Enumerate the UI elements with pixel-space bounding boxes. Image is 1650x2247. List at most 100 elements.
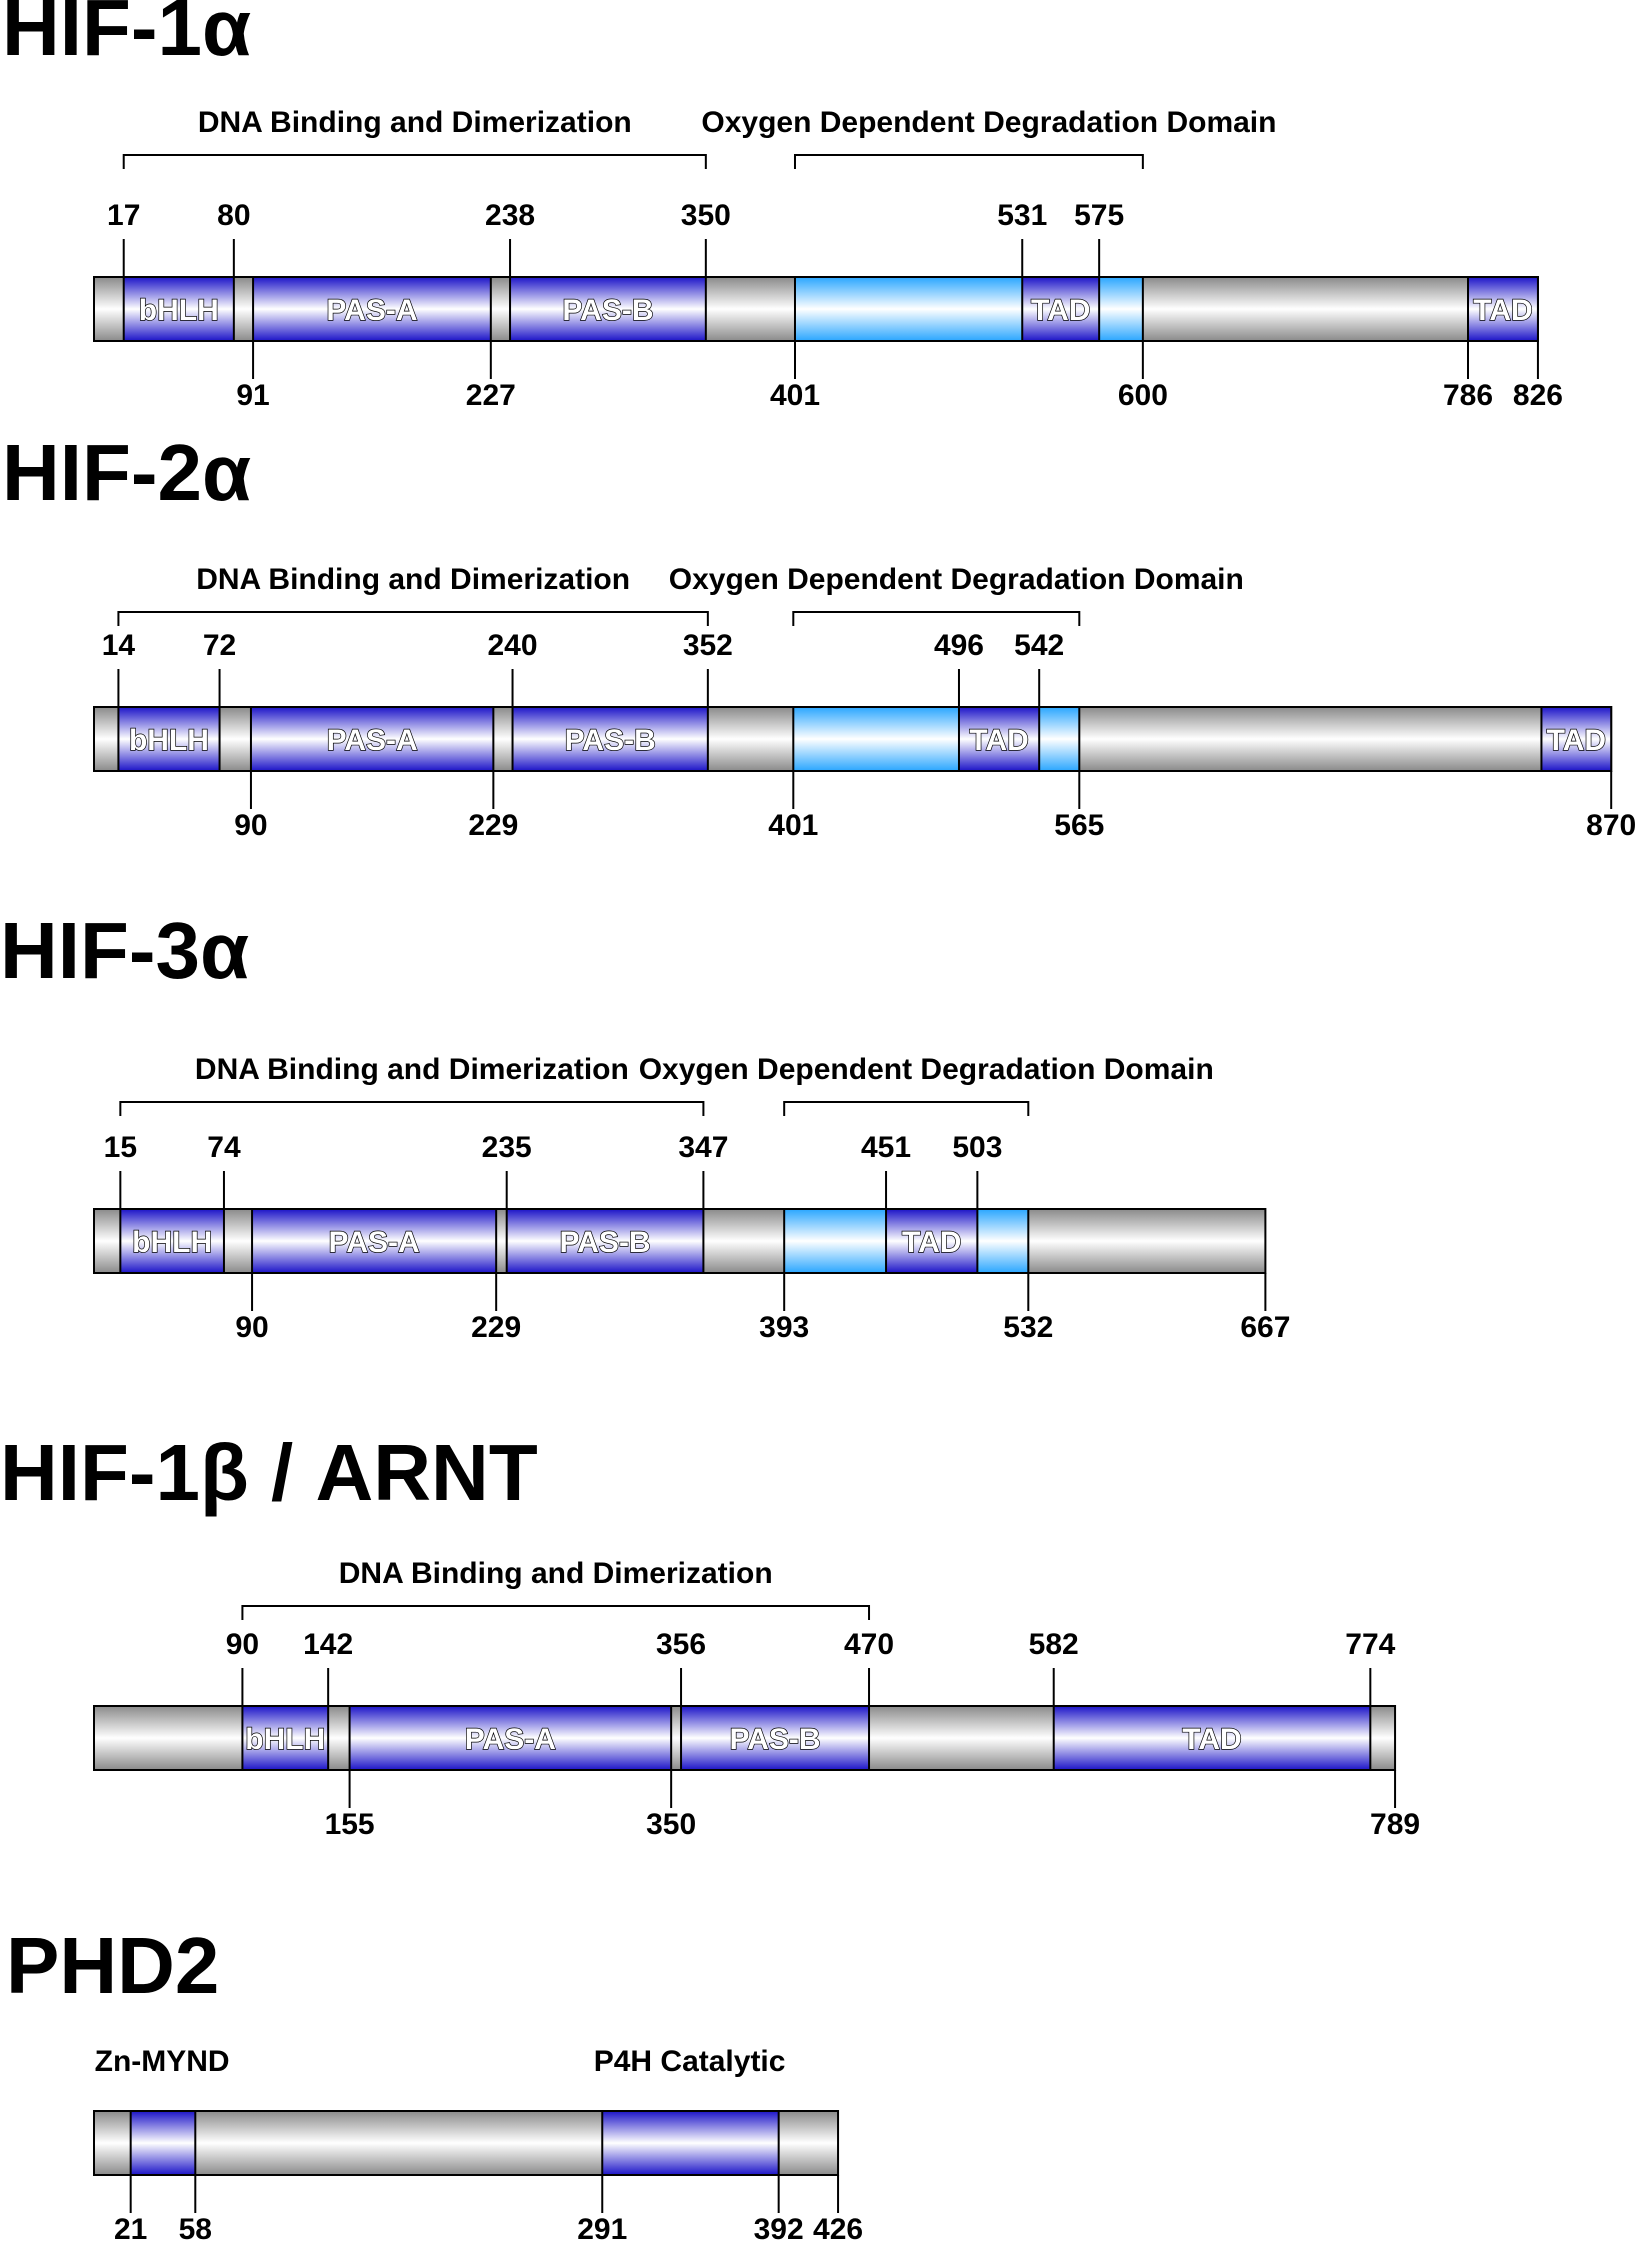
domain-label: bHLH bbox=[139, 294, 219, 327]
protein-0: HIF-1α DNA Binding and Dimerization Oxygen… bbox=[2, 0, 1563, 412]
domain-block bbox=[117, 706, 221, 772]
position-label: 58 bbox=[179, 2213, 212, 2246]
position-label: 503 bbox=[952, 1131, 1002, 1164]
position-label: 350 bbox=[681, 199, 731, 232]
region-label: DNA Binding and Dimerization bbox=[339, 1557, 773, 1590]
position-label: 155 bbox=[325, 1808, 375, 1841]
region-label: Oxygen Dependent Degradation Domain bbox=[639, 1053, 1214, 1086]
position-label: 17 bbox=[107, 199, 140, 232]
domain-label: PAS-B bbox=[565, 724, 656, 757]
domain-label: TAD bbox=[902, 1226, 961, 1259]
position-label: 350 bbox=[646, 1808, 696, 1841]
position-label: 356 bbox=[656, 1628, 706, 1661]
position-label: 582 bbox=[1029, 1628, 1079, 1661]
domain-block bbox=[1540, 706, 1613, 772]
domain-block bbox=[885, 1208, 979, 1274]
position-label: 235 bbox=[482, 1131, 532, 1164]
position-label: 532 bbox=[1003, 1311, 1053, 1344]
domain-block bbox=[252, 276, 492, 342]
domain-block bbox=[249, 706, 495, 772]
position-label: 870 bbox=[1586, 809, 1636, 842]
domain-block bbox=[1052, 1705, 1372, 1771]
domain-block bbox=[241, 1705, 330, 1771]
protein-3: HIF-1β / ARNT DNA Binding and Dimerizatio… bbox=[0, 1428, 1420, 1841]
position-label: 238 bbox=[485, 199, 535, 232]
region-bracket bbox=[793, 154, 1144, 169]
domain-block bbox=[1467, 276, 1539, 342]
position-label: 496 bbox=[934, 629, 984, 662]
position-label: 21 bbox=[114, 2213, 147, 2246]
domain-block bbox=[1021, 276, 1101, 342]
position-label: 352 bbox=[683, 629, 733, 662]
position-label: 667 bbox=[1240, 1311, 1290, 1344]
region-bracket bbox=[119, 1101, 705, 1116]
domain-title: Zn-MYND bbox=[95, 2045, 230, 2078]
domain-label: TAD bbox=[969, 724, 1028, 757]
protein-2: HIF-3α DNA Binding and Dimerization Oxygen… bbox=[0, 906, 1290, 1344]
domain-block bbox=[122, 276, 235, 342]
region-label: Oxygen Dependent Degradation Domain bbox=[669, 563, 1244, 596]
domain-label: PAS-A bbox=[327, 724, 418, 757]
position-label: 15 bbox=[104, 1131, 137, 1164]
domain-label: bHLH bbox=[245, 1723, 325, 1756]
position-label: 426 bbox=[813, 2213, 863, 2246]
domain-label: PAS-A bbox=[465, 1723, 556, 1756]
domain-block bbox=[251, 1208, 498, 1274]
domain-block bbox=[505, 1208, 705, 1274]
position-label: 90 bbox=[235, 1311, 268, 1344]
region-bracket bbox=[792, 611, 1081, 626]
region-label: Oxygen Dependent Degradation Domain bbox=[701, 106, 1276, 139]
position-label: 542 bbox=[1014, 629, 1064, 662]
position-label: 90 bbox=[226, 1628, 259, 1661]
region-label: DNA Binding and Dimerization bbox=[198, 106, 632, 139]
position-label: 72 bbox=[203, 629, 236, 662]
position-label: 80 bbox=[217, 199, 250, 232]
position-label: 401 bbox=[770, 379, 820, 412]
position-label: 14 bbox=[102, 629, 136, 662]
region-label: DNA Binding and Dimerization bbox=[196, 563, 630, 596]
position-label: 229 bbox=[471, 1311, 521, 1344]
protein-title: HIF-1β / ARNT bbox=[0, 1428, 538, 1517]
position-label: 229 bbox=[468, 809, 518, 842]
position-label: 347 bbox=[678, 1131, 728, 1164]
position-label: 393 bbox=[759, 1311, 809, 1344]
position-label: 227 bbox=[466, 379, 516, 412]
protein-title: HIF-2α bbox=[2, 428, 251, 517]
position-label: 142 bbox=[303, 1628, 353, 1661]
protein-1: HIF-2α DNA Binding and Dimerization Oxygen… bbox=[2, 428, 1636, 842]
position-label: 451 bbox=[861, 1131, 911, 1164]
domain-label: TAD bbox=[1182, 1723, 1241, 1756]
position-label: 392 bbox=[754, 2213, 804, 2246]
protein-title: PHD2 bbox=[6, 1921, 219, 2010]
position-label: 826 bbox=[1513, 379, 1563, 412]
domain-block bbox=[129, 2110, 197, 2176]
position-label: 470 bbox=[844, 1628, 894, 1661]
domain-label: PAS-B bbox=[559, 1226, 650, 1259]
position-label: 575 bbox=[1074, 199, 1124, 232]
region-label: DNA Binding and Dimerization bbox=[195, 1053, 629, 1086]
domain-title: P4H Catalytic bbox=[594, 2045, 786, 2078]
domain-label: bHLH bbox=[129, 724, 209, 757]
domain-label: PAS-B bbox=[729, 1723, 820, 1756]
domain-block bbox=[511, 706, 709, 772]
domain-block bbox=[680, 1705, 871, 1771]
position-label: 786 bbox=[1443, 379, 1493, 412]
domain-block bbox=[119, 1208, 225, 1274]
domain-label: TAD bbox=[1031, 294, 1090, 327]
position-label: 74 bbox=[207, 1131, 241, 1164]
domain-block bbox=[601, 2110, 780, 2176]
position-label: 600 bbox=[1118, 379, 1168, 412]
region-bracket bbox=[241, 1605, 871, 1620]
position-label: 774 bbox=[1345, 1628, 1395, 1661]
domain-label: TAD bbox=[1547, 724, 1606, 757]
region-bracket bbox=[783, 1101, 1030, 1116]
position-label: 90 bbox=[234, 809, 267, 842]
position-label: 401 bbox=[768, 809, 818, 842]
domain-label: bHLH bbox=[132, 1226, 212, 1259]
domain-label: PAS-A bbox=[326, 294, 417, 327]
protein-title: HIF-1α bbox=[2, 0, 251, 72]
position-label: 789 bbox=[1370, 1808, 1420, 1841]
position-label: 240 bbox=[488, 629, 538, 662]
